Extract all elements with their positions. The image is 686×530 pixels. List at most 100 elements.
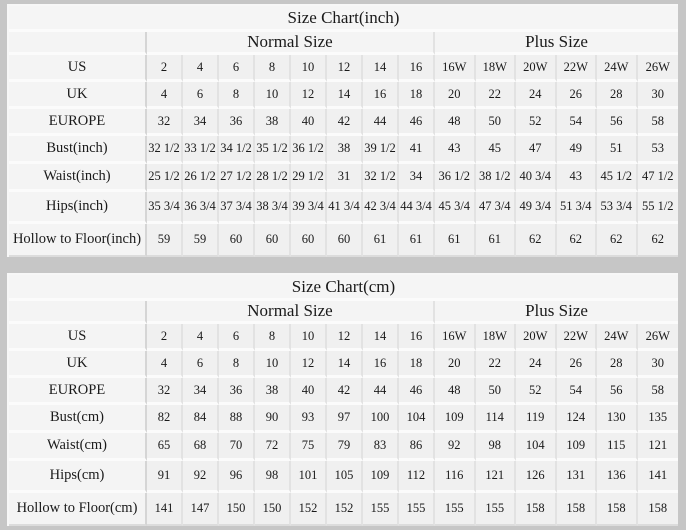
size-value-cell: 40	[291, 109, 327, 136]
size-value-cell: 44 3/4	[399, 192, 435, 224]
size-value-cell: 30	[637, 351, 678, 378]
table-row: Hips(inch) 35 3/4 36 3/4 37 3/4 38 3/4 39 3/4…	[9, 192, 678, 224]
size-value-cell: 20W	[516, 55, 557, 82]
size-value-cell: 45 3/4	[435, 192, 476, 224]
size-value-cell: 92	[435, 433, 476, 461]
size-value-cell: 100	[363, 405, 399, 433]
row-label: Waist(cm)	[9, 433, 147, 461]
row-label: Waist(inch)	[9, 164, 147, 192]
size-value-cell: 43	[556, 164, 597, 192]
row-label: EUROPE	[9, 109, 147, 136]
size-value-cell: 46	[399, 109, 435, 136]
size-value-cell: 52	[516, 109, 557, 136]
size-value-cell: 18	[399, 82, 435, 109]
size-value-cell: 38 1/2	[475, 164, 516, 192]
size-value-cell: 18W	[475, 55, 516, 82]
size-value-cell: 12	[327, 55, 363, 82]
size-value-cell: 155	[475, 493, 516, 526]
size-value-cell: 54	[556, 109, 597, 136]
size-value-cell: 24	[516, 351, 557, 378]
size-value-cell: 49 3/4	[516, 192, 557, 224]
size-value-cell: 32	[147, 378, 183, 405]
size-value-cell: 56	[597, 109, 638, 136]
size-value-cell: 41	[399, 136, 435, 164]
size-value-cell: 152	[291, 493, 327, 526]
size-value-cell: 14	[363, 324, 399, 351]
size-value-cell: 32 1/2	[147, 136, 183, 164]
size-value-cell: 38 3/4	[255, 192, 291, 224]
size-value-cell: 52	[516, 378, 557, 405]
size-value-cell: 24W	[597, 324, 638, 351]
size-value-cell: 121	[637, 433, 678, 461]
column-group-row: Normal Size Plus Size	[9, 32, 678, 55]
size-value-cell: 36 1/2	[435, 164, 476, 192]
table-row: Hollow to Floor(cm) 141 147 150 150 152 152 155…	[9, 493, 678, 526]
size-value-cell: 58	[637, 378, 678, 405]
row-label: UK	[9, 82, 147, 109]
size-value-cell: 29 1/2	[291, 164, 327, 192]
size-value-cell: 28	[597, 351, 638, 378]
size-value-cell: 22W	[556, 55, 597, 82]
size-value-cell: 25 1/2	[147, 164, 183, 192]
size-value-cell: 84	[183, 405, 219, 433]
size-value-cell: 101	[291, 461, 327, 493]
size-value-cell: 40 3/4	[516, 164, 557, 192]
size-value-cell: 4	[183, 324, 219, 351]
size-value-cell: 34	[399, 164, 435, 192]
size-value-cell: 42	[327, 109, 363, 136]
size-value-cell: 56	[597, 378, 638, 405]
size-value-cell: 135	[637, 405, 678, 433]
size-value-cell: 96	[219, 461, 255, 493]
size-chart-cm-table: Size Chart(cm) Normal Size Plus Size US 2 4 6 8…	[7, 273, 678, 526]
table-row: Hips(cm) 91 92 96 98 101 105 109 112 116 121 126 131…	[9, 461, 678, 493]
size-value-cell: 6	[219, 324, 255, 351]
size-chart-inch-table: Size Chart(inch) Normal Size Plus Size US 2 4…	[7, 4, 678, 257]
table-title: Size Chart(inch)	[9, 6, 678, 32]
row-label: US	[9, 324, 147, 351]
size-value-cell: 62	[597, 224, 638, 257]
corner-cell	[9, 301, 147, 324]
size-value-cell: 130	[597, 405, 638, 433]
size-value-cell: 150	[219, 493, 255, 526]
size-value-cell: 51	[597, 136, 638, 164]
size-value-cell: 61	[435, 224, 476, 257]
size-value-cell: 8	[219, 82, 255, 109]
size-value-cell: 33 1/2	[183, 136, 219, 164]
size-value-cell: 16W	[435, 324, 476, 351]
size-value-cell: 12	[327, 324, 363, 351]
size-value-cell: 91	[147, 461, 183, 493]
size-value-cell: 45 1/2	[597, 164, 638, 192]
row-label: Bust(cm)	[9, 405, 147, 433]
row-label: UK	[9, 351, 147, 378]
size-value-cell: 90	[255, 405, 291, 433]
size-value-cell: 158	[597, 493, 638, 526]
row-label: Bust(inch)	[9, 136, 147, 164]
table-row: EUROPE 32 34 36 38 40 42 44 46 48 50 52 54 56 58	[9, 378, 678, 405]
size-value-cell: 82	[147, 405, 183, 433]
size-value-cell: 6	[183, 351, 219, 378]
size-value-cell: 44	[363, 109, 399, 136]
size-value-cell: 47	[516, 136, 557, 164]
size-value-cell: 53	[637, 136, 678, 164]
size-value-cell: 39 3/4	[291, 192, 327, 224]
size-value-cell: 61	[399, 224, 435, 257]
size-value-cell: 44	[363, 378, 399, 405]
size-value-cell: 38	[255, 109, 291, 136]
size-value-cell: 26W	[637, 324, 678, 351]
size-value-cell: 30	[637, 82, 678, 109]
size-value-cell: 43	[435, 136, 476, 164]
size-value-cell: 141	[147, 493, 183, 526]
size-value-cell: 62	[516, 224, 557, 257]
column-group-header: Normal Size	[147, 301, 435, 324]
size-value-cell: 36	[219, 378, 255, 405]
size-value-cell: 16W	[435, 55, 476, 82]
size-value-cell: 4	[147, 351, 183, 378]
size-value-cell: 14	[327, 82, 363, 109]
size-value-cell: 36 1/2	[291, 136, 327, 164]
size-value-cell: 10	[291, 324, 327, 351]
size-value-cell: 86	[399, 433, 435, 461]
size-value-cell: 4	[147, 82, 183, 109]
size-value-cell: 53 3/4	[597, 192, 638, 224]
size-value-cell: 104	[399, 405, 435, 433]
